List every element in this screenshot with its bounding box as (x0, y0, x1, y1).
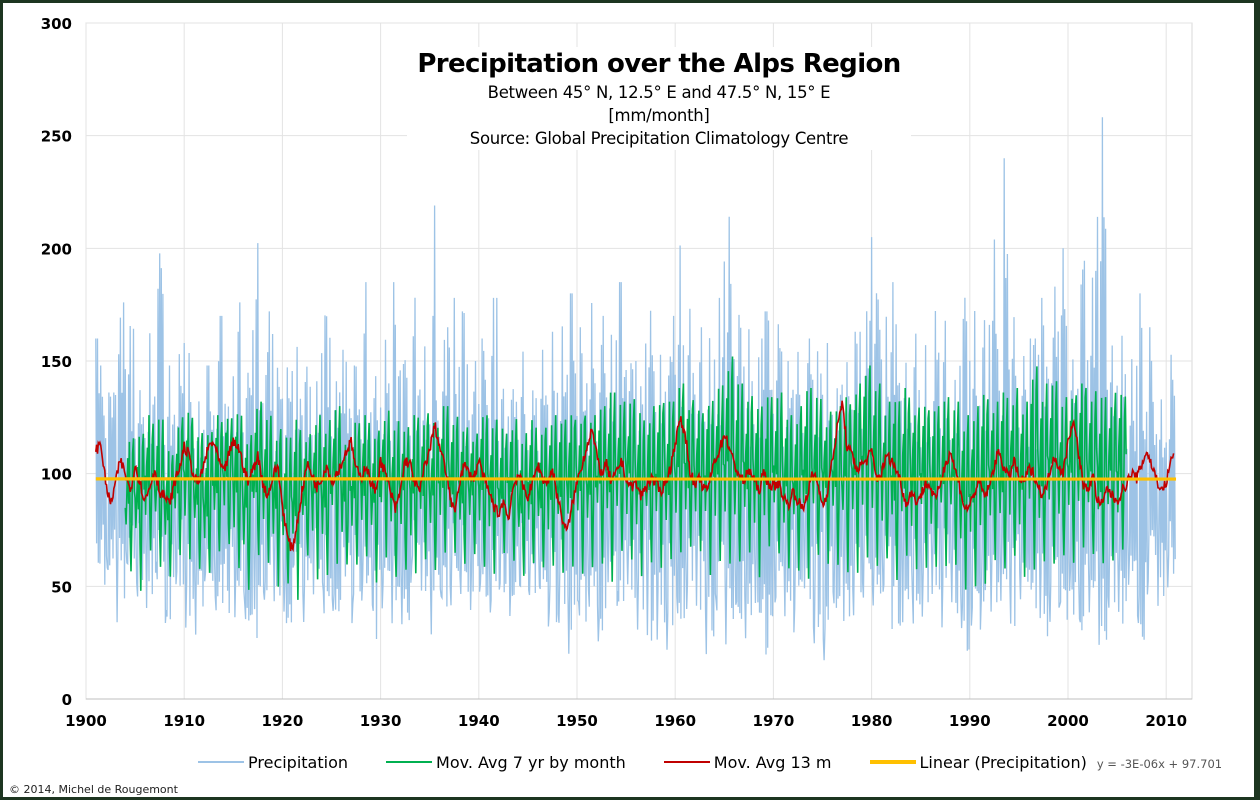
legend-swatch-mov-avg-13m (663, 761, 710, 763)
x-tick-labels: 1900 1910 1920 1930 1940 1950 1960 1970 1980 1990… (65, 712, 1187, 730)
x-tick-label: 1950 (556, 712, 598, 730)
chart-legend: Precipitation Mov. Avg 7 yr by month Mov… (198, 751, 1222, 773)
y-tick-labels: 0 50 100 150 200 250 300 (41, 15, 72, 709)
chart-frame: 0 50 100 150 200 250 300 1900 1910 1920 1930 1940 1… (3, 3, 1254, 797)
x-tick-label: 1960 (654, 712, 696, 730)
series-precipitation (95, 117, 1176, 661)
x-tick-label: 1990 (949, 712, 991, 730)
legend-swatch-mov-avg-7yr (386, 761, 433, 763)
x-tick-label: 1900 (65, 712, 107, 730)
y-tick-label: 100 (41, 466, 72, 484)
legend-item-linear-trend[interactable]: Linear (Precipitation) (869, 752, 1087, 772)
x-tick-label: 1920 (262, 712, 304, 730)
legend-swatch-linear-trend (869, 760, 916, 764)
x-tick-label: 2010 (1145, 712, 1187, 730)
x-tick-label: 1910 (163, 712, 205, 730)
y-tick-label: 200 (41, 240, 72, 258)
legend-swatch-precipitation (198, 761, 244, 763)
legend-label: Linear (Precipitation) (919, 752, 1087, 772)
legend-label: Precipitation (248, 752, 349, 772)
series-mov-avg-13m (95, 400, 1175, 553)
copyright-credit: © 2014, Michel de Rougemont (9, 783, 178, 796)
legend-item-mov-avg-7yr[interactable]: Mov. Avg 7 yr by month (386, 753, 626, 772)
series-mov-avg-7yr (124, 356, 1127, 600)
chart-subtitle-1: Between 45° N, 12.5° E and 47.5° N, 15° … (487, 83, 831, 102)
chart-title-block: Precipitation over the Alps Region Betwe… (407, 47, 911, 150)
chart-title: Precipitation over the Alps Region (417, 49, 901, 79)
y-tick-label: 0 (62, 691, 72, 709)
legend-item-mov-avg-13m[interactable]: Mov. Avg 13 m (663, 752, 832, 772)
line-precipitation (95, 117, 1176, 661)
legend-item-precipitation[interactable]: Precipitation (198, 753, 348, 772)
x-tick-label: 1940 (458, 712, 500, 730)
chart-subtitle-3: Source: Global Precipitation Climatology… (469, 129, 849, 148)
x-tick-label: 2000 (1047, 712, 1089, 730)
x-tick-label: 1970 (753, 712, 795, 730)
line-mov-avg-13m (95, 400, 1175, 553)
legend-label: Mov. Avg 7 yr by month (436, 752, 626, 772)
x-tick-label: 1930 (360, 712, 402, 730)
y-tick-label: 50 (51, 578, 72, 596)
line-mov-avg-7yr (124, 356, 1127, 600)
legend-label: Mov. Avg 13 m (713, 752, 832, 772)
trend-equation: y = -3E-06x + 97.701 (1096, 757, 1223, 771)
chart-subtitle-2: [mm/month] (608, 106, 710, 125)
x-tick-label: 1980 (851, 712, 893, 730)
y-tick-label: 250 (41, 128, 72, 146)
y-tick-label: 150 (41, 353, 72, 371)
y-tick-label: 300 (41, 15, 72, 33)
